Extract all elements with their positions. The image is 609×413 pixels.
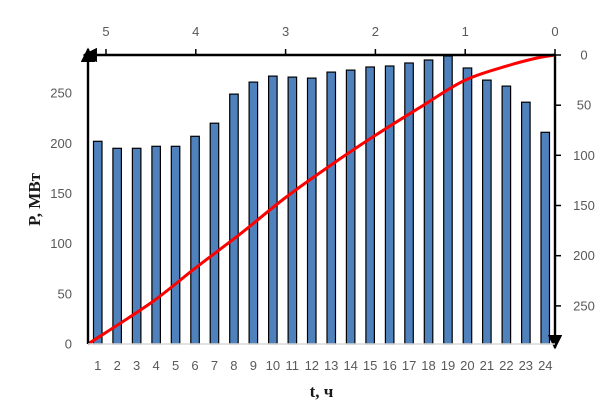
axes-layer bbox=[80, 47, 563, 350]
x-tick-label-16: 16 bbox=[382, 358, 396, 373]
right-tick-label-250: 250 bbox=[573, 298, 595, 313]
x-tick-label-8: 8 bbox=[230, 358, 237, 373]
right-tick-label-0: 0 bbox=[580, 48, 587, 63]
x-tick-label-17: 17 bbox=[402, 358, 416, 373]
curve-line bbox=[87, 53, 556, 346]
x-tick-label-19: 19 bbox=[441, 358, 455, 373]
right-tick-label-50: 50 bbox=[577, 98, 591, 113]
x-tick-label-6: 6 bbox=[191, 358, 198, 373]
bar-12 bbox=[306, 77, 317, 345]
bar-19 bbox=[443, 55, 453, 345]
y-tick-label-200: 200 bbox=[50, 136, 72, 151]
top-tick-label-1: 1 bbox=[462, 24, 469, 39]
bar-14 bbox=[345, 69, 356, 345]
bar-5 bbox=[170, 145, 181, 345]
x-tick-label-4: 4 bbox=[152, 358, 159, 373]
x-tick-label-3: 3 bbox=[133, 358, 140, 373]
bar-22 bbox=[501, 85, 512, 345]
x-tick-label-11: 11 bbox=[286, 358, 300, 373]
right-tick-label-100: 100 bbox=[573, 148, 595, 163]
bar-2 bbox=[112, 147, 123, 345]
right-tick-label-200: 200 bbox=[573, 248, 595, 263]
bar-1 bbox=[92, 140, 103, 345]
x-tick-label-23: 23 bbox=[519, 358, 533, 373]
x-tick-label-20: 20 bbox=[460, 358, 474, 373]
bar-20 bbox=[462, 67, 473, 345]
x-tick-label-2: 2 bbox=[114, 358, 121, 373]
x-tick-label-21: 21 bbox=[480, 358, 494, 373]
bar-13 bbox=[326, 71, 337, 345]
bar-16 bbox=[384, 65, 395, 345]
x-tick-label-22: 22 bbox=[499, 358, 513, 373]
curve-layer bbox=[87, 53, 556, 346]
bar-11 bbox=[287, 76, 298, 345]
bar-9 bbox=[248, 81, 259, 345]
top-tick-label-2: 2 bbox=[372, 24, 379, 39]
right-tick-label-150: 150 bbox=[573, 198, 595, 213]
y-axis-title: P, МВт bbox=[25, 172, 44, 226]
y-tick-label-50: 50 bbox=[58, 286, 72, 301]
x-tick-label-9: 9 bbox=[250, 358, 257, 373]
top-tick-label-0: 0 bbox=[551, 24, 558, 39]
y-tick-label-0: 0 bbox=[65, 337, 72, 352]
x-tick-label-12: 12 bbox=[305, 358, 319, 373]
y-tick-label-250: 250 bbox=[50, 86, 72, 101]
bar-24 bbox=[540, 131, 551, 345]
x-tick-label-14: 14 bbox=[343, 358, 357, 373]
x-tick-label-13: 13 bbox=[324, 358, 338, 373]
top-tick-label-3: 3 bbox=[282, 24, 289, 39]
top-tick-label-4: 4 bbox=[192, 24, 199, 39]
x-axis-title: t, ч bbox=[310, 382, 334, 401]
top-tick-label-5: 5 bbox=[102, 24, 109, 39]
bar-7 bbox=[209, 122, 220, 345]
bar-23 bbox=[520, 101, 531, 345]
bars-layer bbox=[92, 55, 551, 345]
x-tick-label-7: 7 bbox=[211, 358, 218, 373]
bar-21 bbox=[482, 79, 492, 345]
tick-labels-layer: 1 2 3 4 5 6 7 8 9 10 11 12 13 14 15 16 17 18 19 20 21 22 23 240… bbox=[50, 24, 595, 373]
x-tick-label-18: 18 bbox=[421, 358, 435, 373]
x-tick-label-15: 15 bbox=[363, 358, 377, 373]
y-tick-label-150: 150 bbox=[50, 186, 72, 201]
bar-15 bbox=[365, 66, 375, 345]
bar-17 bbox=[404, 62, 414, 345]
bar-8 bbox=[229, 93, 239, 345]
x-tick-label-5: 5 bbox=[172, 358, 179, 373]
x-tick-label-24: 24 bbox=[538, 358, 552, 373]
y-tick-label-100: 100 bbox=[50, 236, 72, 251]
x-tick-label-10: 10 bbox=[266, 358, 280, 373]
x-tick-label-1: 1 bbox=[94, 358, 101, 373]
bar-4 bbox=[151, 145, 161, 345]
bar-6 bbox=[190, 135, 200, 345]
